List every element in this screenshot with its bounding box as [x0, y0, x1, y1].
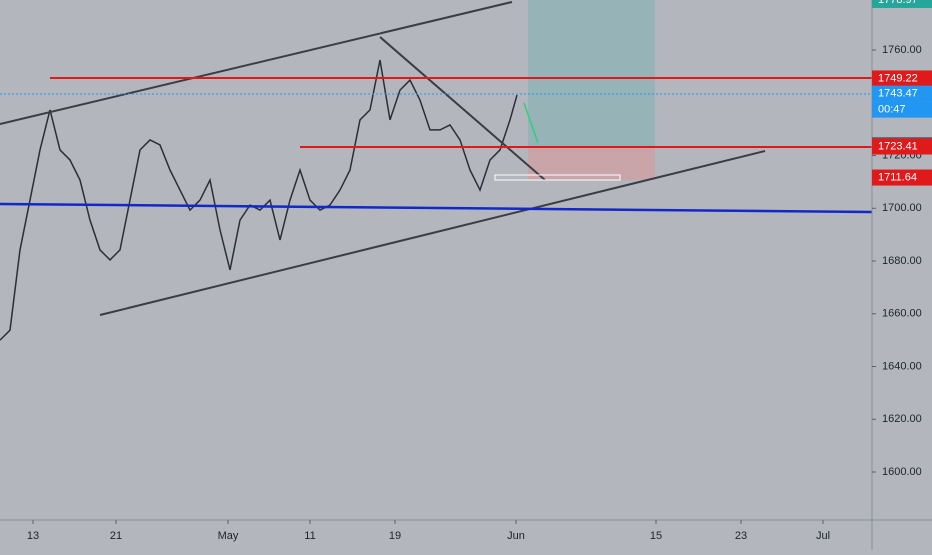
- x-tick-label: 11: [304, 530, 315, 542]
- x-tick-label: 23: [735, 530, 747, 542]
- countdown-bg: [872, 101, 932, 118]
- trendline: [379, 36, 546, 181]
- x-tick-label: 13: [27, 530, 39, 542]
- price-badge: 1743.47 00:47: [872, 85, 932, 118]
- price-badge-bg: [872, 138, 932, 155]
- price-line: [0, 59, 518, 341]
- price-badge: 1711.64: [872, 169, 932, 186]
- x-tick-label: Jul: [816, 530, 830, 542]
- price-badge: 1723.41: [872, 138, 932, 155]
- y-tick-label: 1680.00: [882, 255, 922, 267]
- price-badge-label: 1749.22: [878, 72, 918, 84]
- price-badge-bg: [872, 169, 932, 186]
- trendline: [99, 150, 766, 316]
- target-zone: [528, 0, 655, 147]
- price-badge-label: 1778.97: [878, 0, 918, 6]
- y-tick-label: 1660.00: [882, 308, 922, 320]
- arrow: [523, 102, 539, 144]
- price-badge: 1778.97: [872, 0, 932, 8]
- price-badge-label: 1723.41: [878, 140, 918, 152]
- y-tick-label: 1620.00: [882, 413, 922, 425]
- price-badge-bg: [872, 85, 932, 102]
- price-badge-label: 1711.64: [878, 171, 917, 183]
- x-tick-label: 15: [650, 530, 662, 542]
- price-badge: 1749.22: [872, 70, 932, 87]
- y-tick-label: 1760.00: [882, 44, 922, 56]
- axes: 1600.00 1620.00 1640.00 1660.00 1680.00 1700.…: [27, 0, 932, 542]
- y-tick-label: 1600.00: [882, 466, 922, 478]
- price-badge-bg: [872, 0, 932, 8]
- plot: [0, 59, 518, 341]
- x-tick-label: May: [218, 530, 239, 542]
- x-tick-label: 19: [389, 530, 401, 542]
- trendline: [0, 1, 513, 125]
- support-line: [0, 202, 873, 214]
- y-tick-label: 1700.00: [882, 202, 922, 214]
- countdown: 00:47: [878, 104, 906, 116]
- price-badge-bg: [872, 70, 932, 87]
- range-box: [494, 174, 621, 181]
- x-tick-label: Jun: [507, 530, 525, 542]
- x-tick-label: 21: [110, 530, 122, 542]
- price-badge-label: 1743.47: [878, 88, 918, 100]
- y-tick-label: 1640.00: [882, 360, 922, 372]
